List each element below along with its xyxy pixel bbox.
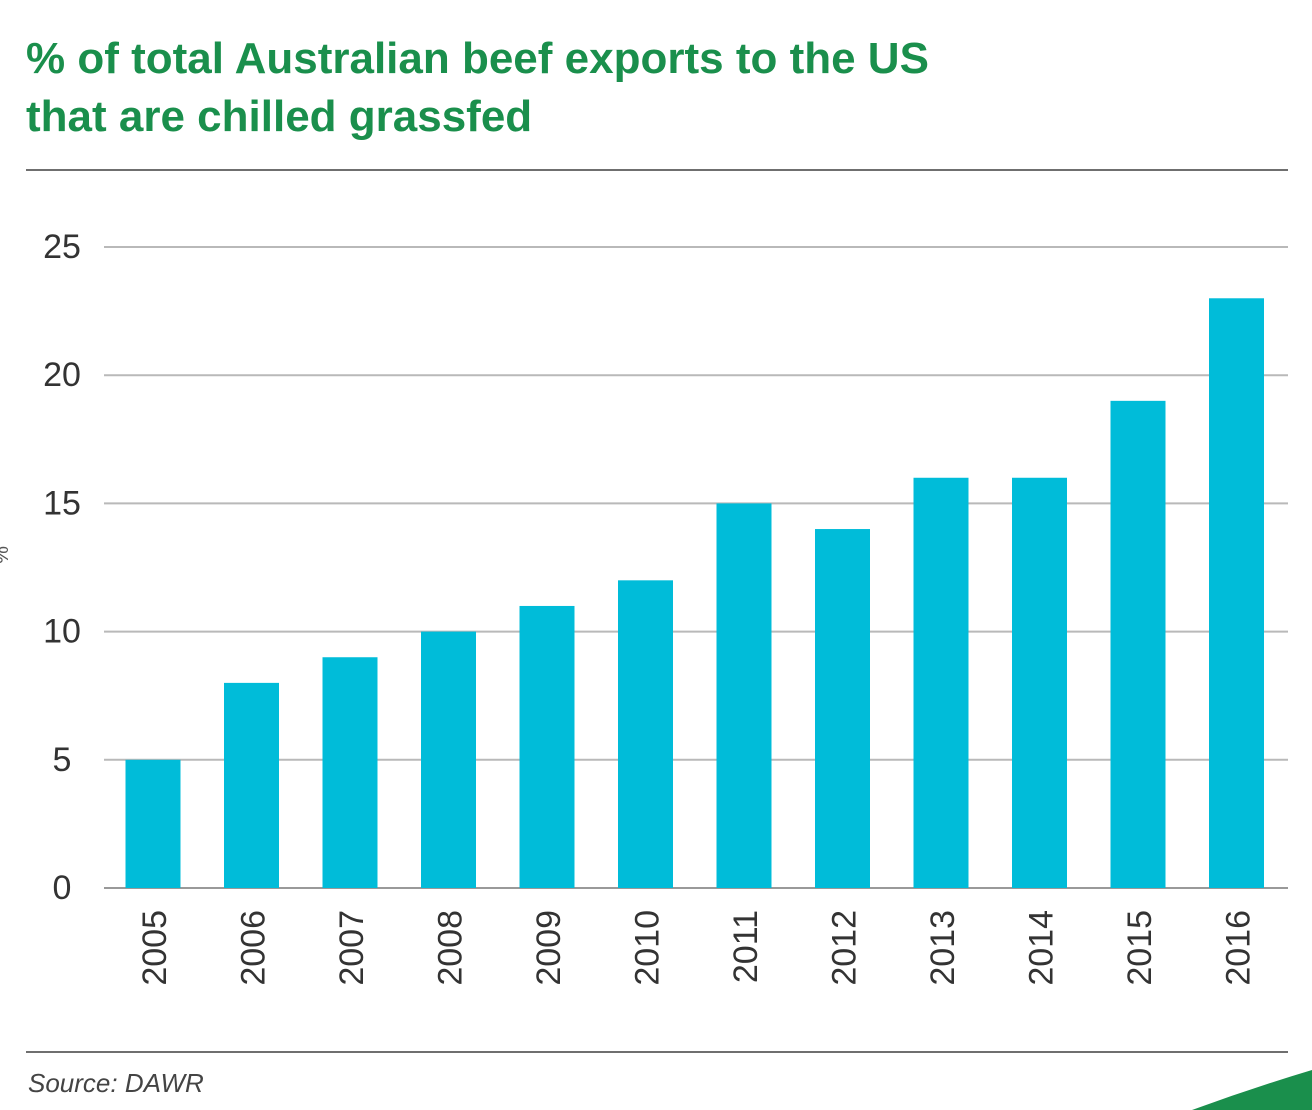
y-axis-label: % [0,546,13,564]
y-tick-labels: 0 5 10 15 20 25 [43,228,81,907]
x-tick-label: 2016 [1220,910,1258,986]
bar-2012 [815,529,870,888]
chart-title-line-2: that are chilled grassfed [26,92,533,141]
bar-2009 [519,605,575,888]
y-tick-label: 0 [53,869,72,907]
x-tick-label: 2014 [1023,910,1061,986]
y-tick-label: 25 [43,228,81,266]
bar-2016 [1209,298,1264,888]
x-tick-label: 2011 [727,910,765,983]
x-tick-label: 2013 [924,910,962,986]
bar-2011 [716,503,772,888]
bar-2013 [913,477,969,888]
y-tick-label: 15 [43,484,81,522]
gridlines [104,246,1288,889]
bar-2005 [125,759,181,888]
x-tick-label: 2008 [432,910,470,986]
bar-2010 [618,580,673,888]
bottom-divider [26,1051,1288,1053]
x-tick-label: 2005 [136,910,174,986]
bar-2006 [224,682,279,888]
y-tick-label: 10 [43,613,81,651]
x-tick-label: 2009 [530,910,568,986]
x-tick-label: 2010 [629,910,667,986]
bar-2015 [1110,400,1166,888]
x-tick-label: 2015 [1121,910,1159,986]
top-divider [26,169,1288,171]
x-tick-label: 2006 [235,910,273,986]
y-tick-label: 5 [53,741,72,779]
x-tick-labels: 2005 2006 2007 2008 2009 2010 2011 2012 2013 2014… [136,910,1258,986]
bar-2008 [421,631,476,888]
x-tick-label: 2007 [333,910,371,986]
chart-title: % of total Australian beef exports to th… [26,30,1226,146]
chart-title-line-1: % of total Australian beef exports to th… [26,34,929,83]
corner-accent-shape [1192,1070,1312,1110]
source-note: Source: DAWR [28,1068,204,1098]
y-tick-label: 20 [43,356,81,394]
bars [125,298,1264,888]
bar-2014 [1012,477,1067,888]
x-tick-label: 2012 [826,910,864,986]
bar-2007 [322,657,378,888]
